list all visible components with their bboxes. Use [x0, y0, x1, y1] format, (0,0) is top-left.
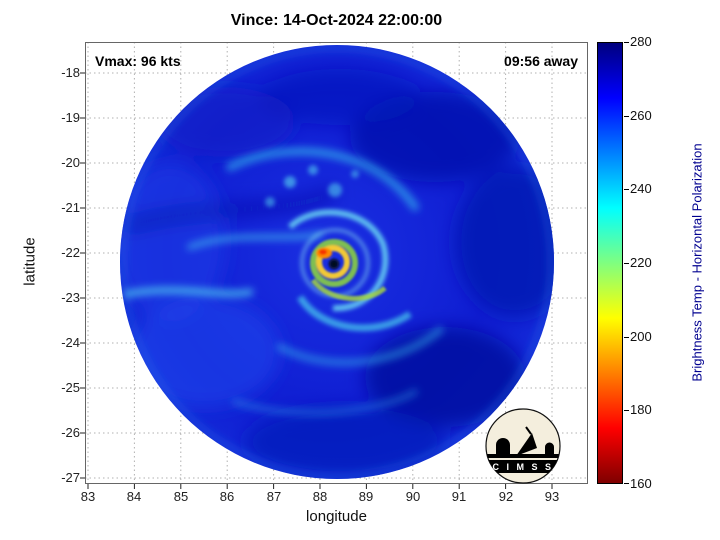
colorbar-tick-label: 220: [630, 255, 652, 270]
colorbar-tick: [624, 337, 629, 338]
x-tick-label: 86: [219, 489, 235, 504]
y-tick-label: -25: [61, 380, 80, 395]
vmax-annotation: Vmax: 96 kts: [95, 53, 181, 69]
y-tick-label: -24: [61, 335, 80, 350]
y-tick-label: -20: [61, 155, 80, 170]
plot-area: Vmax: 96 kts 09:56 away: [80, 42, 588, 489]
y-tick-label: -21: [61, 200, 80, 215]
x-axis-label: longitude: [306, 508, 367, 525]
x-tick-label: 89: [358, 489, 374, 504]
x-tick-label: 87: [266, 489, 282, 504]
x-tick-label: 93: [544, 489, 560, 504]
x-tick-label: 83: [80, 489, 96, 504]
x-tick-label: 91: [451, 489, 467, 504]
y-tick-label: -26: [61, 425, 80, 440]
colorbar-tick: [624, 410, 629, 411]
x-tick-label: 84: [126, 489, 142, 504]
colorbar-tick: [624, 483, 629, 484]
colorbar-tick: [624, 116, 629, 117]
cimss-logo: C I M S S: [468, 404, 573, 484]
colorbar-tick: [624, 263, 629, 264]
colorbar-tick-label: 240: [630, 181, 652, 196]
x-tick-label: 85: [173, 489, 189, 504]
colorbar-tick: [624, 189, 629, 190]
y-axis-label: latitude: [21, 237, 39, 286]
colorbar-tick: [624, 42, 629, 43]
logo-text: C I M S S: [492, 462, 553, 472]
x-tick-label: 88: [312, 489, 328, 504]
colorbar-gradient: [597, 42, 623, 484]
x-tick-label: 90: [405, 489, 421, 504]
y-tick-label: -18: [61, 65, 80, 80]
y-tick-label: -27: [61, 470, 80, 485]
y-tick-label: -22: [61, 245, 80, 260]
x-tick-label: 92: [498, 489, 514, 504]
colorbar-tick-label: 160: [630, 476, 652, 491]
plot-title: Vince: 14-Oct-2024 22:00:00: [230, 12, 443, 29]
water-tower-icon: [545, 442, 554, 456]
time-offset-annotation: 09:56 away: [504, 53, 578, 69]
y-tick-label: -23: [61, 290, 80, 305]
colorbar-tick-label: 200: [630, 329, 652, 344]
y-tick-label: -19: [61, 110, 80, 125]
colorbar-axis-label: Brightness Temp - Horizontal Polarizatio…: [689, 143, 705, 382]
observatory-dome-icon: [496, 438, 510, 456]
colorbar-tick-label: 260: [630, 108, 652, 123]
colorbar-tick-label: 180: [630, 402, 652, 417]
colorbar-tick-label: 280: [630, 34, 652, 49]
